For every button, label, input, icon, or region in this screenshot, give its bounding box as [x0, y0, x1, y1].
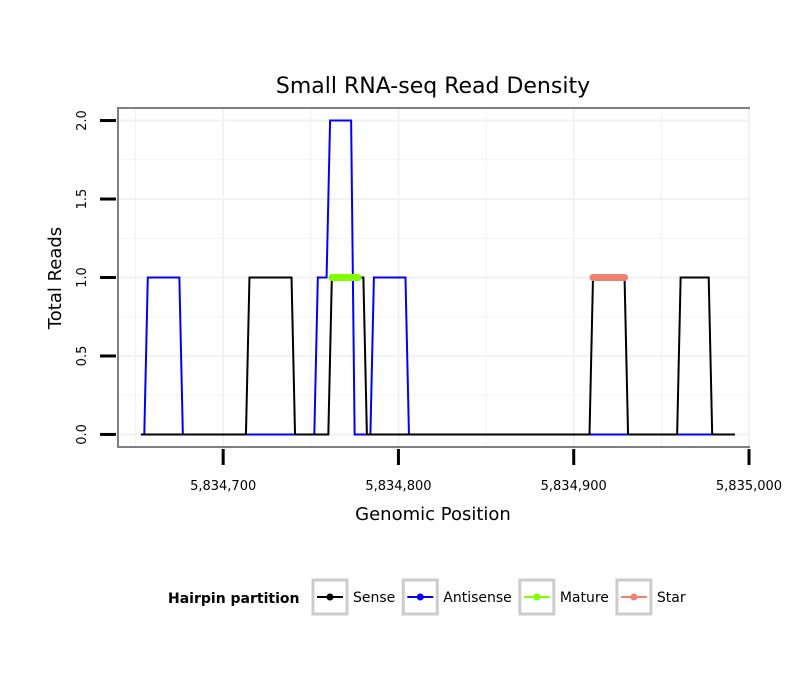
series-layer — [140, 119, 735, 436]
x-tick-label: 5,834,900 — [541, 479, 607, 494]
x-tick-label: 5,834,700 — [190, 479, 256, 494]
legend-item-antisense: Antisense — [401, 578, 512, 616]
x-tick-label: 5,834,800 — [365, 479, 431, 494]
series-line-sense — [140, 276, 735, 436]
y-tick-label: 2.0 — [75, 110, 90, 131]
legend-key-dot — [630, 593, 638, 601]
legend-label: Mature — [560, 590, 609, 606]
plot-panel — [117, 107, 750, 448]
series-line-antisense — [143, 119, 735, 436]
x-axis-title: Genomic Position — [355, 504, 511, 525]
legend-key-dot — [533, 593, 541, 601]
legend-key-dot — [416, 593, 424, 601]
legend-label: Sense — [353, 590, 395, 606]
legend-item-star: Star — [615, 578, 686, 616]
grid-lines — [119, 109, 750, 446]
legend-label: Antisense — [443, 590, 512, 606]
x-axis: 5,834,700 5,834,800 5,834,900 5,835,000 — [190, 449, 782, 494]
y-axis: 0.0 0.5 1.0 1.5 2.0 — [75, 110, 116, 445]
legend: Hairpin partition Sense Antisense Mature St… — [168, 578, 686, 616]
y-tick-label: 0.0 — [75, 424, 90, 445]
legend-title: Hairpin partition — [168, 591, 299, 607]
y-tick-label: 0.5 — [75, 346, 90, 367]
y-tick-label: 1.0 — [75, 267, 90, 288]
chart-title: Small RNA-seq Read Density — [276, 74, 590, 99]
legend-key-dot — [326, 593, 334, 601]
legend-item-mature: Mature — [518, 578, 609, 616]
y-tick-label: 1.5 — [75, 189, 90, 210]
x-tick-label: 5,835,000 — [716, 479, 782, 494]
legend-item-sense: Sense — [311, 578, 395, 616]
legend-label: Star — [657, 590, 686, 606]
legend-items: Sense Antisense Mature Star — [311, 578, 686, 616]
y-axis-title: Total Reads — [45, 227, 66, 330]
